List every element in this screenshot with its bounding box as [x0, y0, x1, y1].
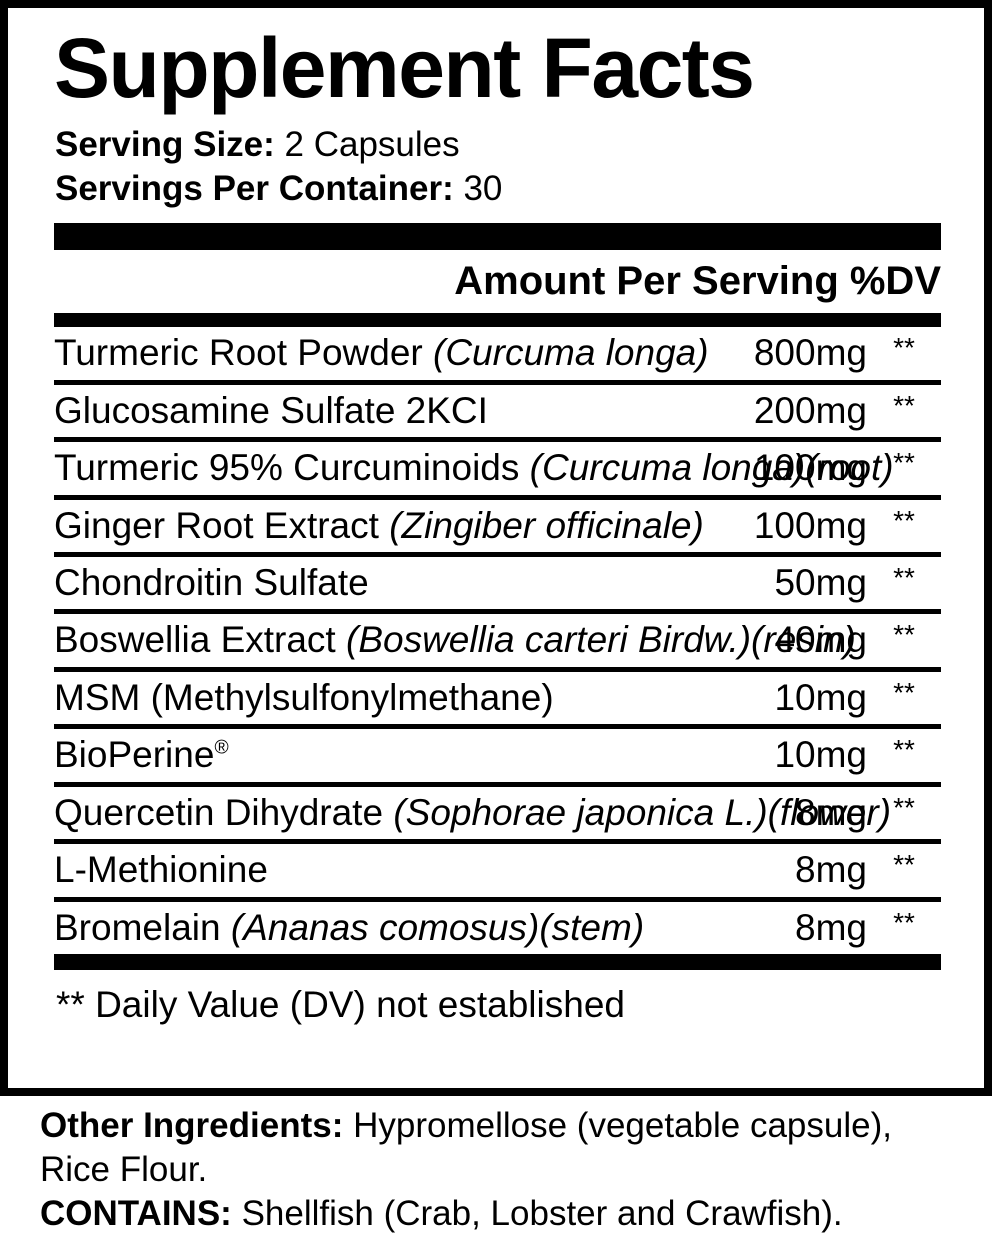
ingredient-common-name: Turmeric 95% Curcuminoids — [54, 447, 530, 489]
ingredient-amount: 800mg — [753, 332, 867, 374]
ingredient-botanical-name: (Zingiber officinale) — [389, 504, 704, 546]
ingredient-daily-value: ** — [893, 561, 915, 593]
serving-size-label: Serving Size: — [55, 124, 275, 164]
ingredient-daily-value: ** — [893, 332, 915, 364]
row-divider — [54, 781, 941, 787]
ingredient-botanical-name: (Curcuma longa)(root) — [529, 447, 894, 489]
ingredient-name: Turmeric 95% Curcuminoids (Curcuma longa… — [54, 447, 894, 489]
rule-heavy-under-header — [54, 313, 941, 328]
ingredient-name: Glucosamine Sulfate 2KCI — [54, 390, 748, 431]
supplement-facts-panel: Supplement Facts Serving Size: 2 Capsule… — [0, 0, 992, 1096]
ingredient-common-name: Boswellia Extract — [54, 619, 346, 661]
row-divider — [54, 437, 941, 443]
contains-paragraph: CONTAINS: Shellfish (Crab, Lobster and C… — [40, 1192, 954, 1236]
ingredient-amount: 40mg — [774, 619, 867, 661]
ingredient-row: Turmeric Root Powder (Curcuma longa) 800m… — [46, 327, 946, 379]
row-divider — [54, 494, 941, 500]
amount-per-serving-header: Amount Per Serving %DV — [454, 259, 941, 304]
row-divider — [54, 724, 941, 730]
ingredient-name: Quercetin Dihydrate (Sophorae japonica L… — [54, 791, 891, 833]
ingredient-amount: 8mg — [795, 849, 867, 891]
ingredient-botanical-name: (Ananas comosus)(stem) — [230, 906, 645, 948]
ingredient-name: Turmeric Root Powder (Curcuma longa) — [54, 332, 748, 373]
ingredient-botanical-name: (Sophorae japonica L.)(flower) — [393, 791, 892, 833]
ingredient-amount: 10mg — [774, 734, 867, 776]
row-divider — [54, 379, 941, 385]
ingredient-common-name: Chondroitin Sulfate — [54, 561, 369, 603]
ingredient-amount: 50mg — [774, 561, 867, 603]
ingredient-daily-value: ** — [893, 504, 915, 536]
rule-heavy-top — [54, 223, 941, 251]
ingredient-name: MSM (Methylsulfonylmethane) — [54, 677, 768, 718]
servings-per-container-value: 30 — [463, 169, 503, 209]
ingredient-amount: 8mg — [795, 791, 867, 833]
ingredient-name: Bromelain (Ananas comosus)(stem) — [54, 907, 789, 948]
daily-value-footnote: ** Daily Value (DV) not established — [56, 984, 625, 1026]
ingredient-daily-value: ** — [893, 849, 915, 881]
ingredient-daily-value: ** — [893, 389, 915, 421]
ingredient-row: MSM (Methylsulfonylmethane) 10mg ** — [46, 672, 946, 724]
ingredient-name: Boswellia Extract (Boswellia carteri Bir… — [54, 619, 856, 661]
ingredient-row: Quercetin Dihydrate (Sophorae japonica L… — [46, 787, 946, 839]
other-ingredients-paragraph: Other Ingredients: Hypromellose (vegetab… — [40, 1104, 954, 1192]
servings-per-container-label: Servings Per Container: — [55, 169, 454, 209]
row-divider — [54, 609, 941, 615]
row-divider — [54, 839, 941, 845]
ingredient-common-name: Ginger Root Extract — [54, 504, 390, 546]
other-ingredients-block: Other Ingredients: Hypromellose (vegetab… — [0, 1104, 992, 1236]
supplement-facts-inner: Supplement Facts Serving Size: 2 Capsule… — [16, 16, 976, 1080]
contains-value: Shellfish (Crab, Lobster and Crawfish). — [231, 1194, 843, 1234]
serving-size-line: Serving Size: 2 Capsules — [55, 123, 946, 168]
row-divider — [54, 896, 941, 902]
ingredient-daily-value: ** — [893, 676, 915, 708]
other-ingredients-label: Other Ingredients: — [40, 1106, 344, 1145]
ingredient-daily-value: ** — [893, 447, 915, 479]
ingredient-name: Chondroitin Sulfate — [54, 562, 768, 603]
serving-info-block: Serving Size: 2 Capsules Servings Per Co… — [46, 123, 946, 213]
ingredient-common-name: Bromelain — [54, 906, 231, 948]
row-divider — [54, 551, 941, 557]
ingredient-row: Bromelain (Ananas comosus)(stem) 8mg ** — [46, 902, 946, 954]
other-ingredients-value: Hypromellose (vegetable capsule), Rice F… — [40, 1106, 892, 1190]
ingredient-daily-value: ** — [893, 619, 915, 651]
serving-size-value: 2 Capsules — [284, 124, 460, 164]
registered-trademark-icon: ® — [214, 737, 229, 759]
ingredient-list: Turmeric Root Powder (Curcuma longa) 800m… — [46, 327, 946, 954]
ingredient-amount: 200mg — [753, 389, 867, 431]
ingredient-common-name: Glucosamine Sulfate 2KCI — [54, 389, 488, 431]
ingredient-botanical-name: (Boswellia carteri Birdw.)(resin) — [346, 619, 856, 661]
ingredient-amount: 8mg — [795, 906, 867, 948]
ingredient-common-name: Turmeric Root Powder — [54, 332, 434, 374]
ingredient-daily-value: ** — [893, 906, 915, 938]
ingredient-common-name: BioPerine — [54, 734, 215, 776]
ingredient-row: Chondroitin Sulfate 50mg ** — [46, 557, 946, 609]
page-title: Supplement Facts — [54, 21, 755, 115]
ingredient-row: Glucosamine Sulfate 2KCI 200mg ** — [46, 385, 946, 437]
ingredient-row: L-Methionine 8mg ** — [46, 844, 946, 896]
rule-heavy-bottom — [54, 954, 941, 971]
ingredient-row: BioPerine® 10mg ** — [46, 729, 946, 781]
ingredient-row: Turmeric 95% Curcuminoids (Curcuma longa… — [46, 442, 946, 494]
ingredient-row: Boswellia Extract (Boswellia carteri Bir… — [46, 614, 946, 666]
ingredient-common-name: L-Methionine — [54, 849, 268, 891]
ingredient-amount: 100mg — [753, 504, 867, 546]
ingredient-botanical-name: (Curcuma longa) — [433, 332, 709, 374]
contains-label: CONTAINS: — [40, 1194, 232, 1234]
ingredient-daily-value: ** — [893, 734, 915, 766]
ingredient-common-name: MSM (Methylsulfonylmethane) — [54, 676, 554, 718]
ingredient-amount: 10mg — [774, 676, 867, 718]
servings-per-container-line: Servings Per Container: 30 — [55, 167, 946, 212]
row-divider — [54, 666, 941, 672]
ingredient-daily-value: ** — [893, 791, 915, 823]
ingredient-name: Ginger Root Extract (Zingiber officinale… — [54, 505, 748, 546]
ingredient-name: BioPerine® — [54, 734, 768, 775]
ingredient-common-name: Quercetin Dihydrate — [54, 791, 394, 833]
ingredient-row: Ginger Root Extract (Zingiber officinale… — [46, 500, 946, 552]
ingredient-name: L-Methionine — [54, 849, 789, 890]
ingredient-amount: 100mg — [753, 447, 867, 489]
